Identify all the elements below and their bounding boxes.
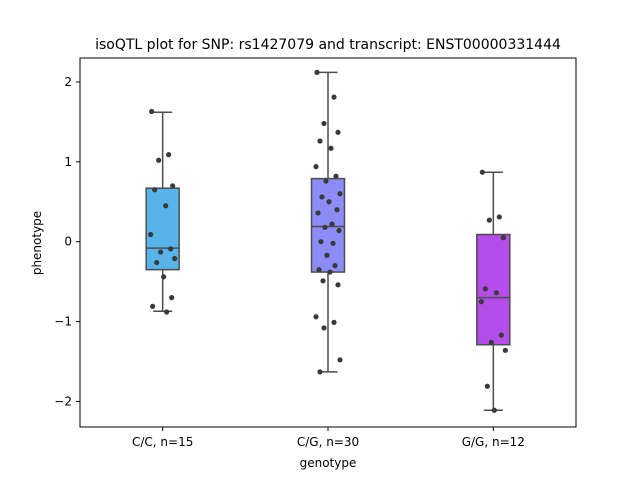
data-point [333, 173, 339, 179]
data-point [170, 183, 176, 189]
data-point [496, 214, 502, 220]
data-point [493, 290, 499, 296]
plot-area [145, 69, 511, 413]
data-point [332, 263, 338, 269]
data-point [337, 191, 343, 197]
data-point [152, 187, 158, 193]
data-point [502, 347, 508, 353]
data-point [334, 207, 340, 213]
data-point [337, 357, 343, 363]
data-point [331, 319, 337, 325]
data-point [320, 278, 326, 284]
data-point [335, 282, 341, 288]
data-point [319, 194, 325, 200]
data-point [168, 246, 174, 252]
data-point [163, 203, 169, 209]
y-tick-label: 2 [64, 75, 72, 89]
data-point [335, 129, 341, 135]
data-point [479, 169, 485, 175]
data-point [330, 240, 336, 246]
data-point [161, 274, 167, 280]
data-point [500, 235, 506, 241]
data-point [331, 94, 337, 100]
x-axis: C/C, n=15 C/G, n=30 G/G, n=12 [132, 427, 525, 449]
data-point [314, 69, 320, 75]
data-point [316, 267, 322, 273]
box-group [145, 108, 180, 315]
data-point [172, 255, 178, 262]
data-point [317, 369, 323, 375]
data-point [169, 295, 175, 301]
data-point [329, 221, 335, 227]
x-tick-label: G/G, n=12 [462, 435, 525, 449]
y-tick-label: 1 [64, 155, 72, 169]
data-point [491, 407, 497, 413]
y-tick-label: −1 [54, 315, 72, 329]
y-tick-label: −2 [54, 394, 72, 408]
box-group [310, 69, 346, 375]
data-point [158, 249, 164, 255]
data-point [318, 239, 324, 245]
data-point [149, 108, 155, 115]
y-axis-label: phenotype [30, 211, 44, 275]
data-point [166, 152, 172, 158]
data-point [324, 252, 330, 258]
data-point [315, 210, 321, 216]
data-point [313, 164, 319, 170]
data-point [486, 217, 492, 223]
data-point [327, 269, 333, 275]
data-point [328, 145, 334, 151]
data-point [317, 138, 323, 144]
x-tick-label: C/C, n=15 [132, 435, 193, 449]
y-tick-label: 0 [64, 235, 72, 249]
box-group [476, 169, 511, 413]
data-point [484, 383, 490, 389]
data-point [336, 227, 342, 234]
data-point [313, 314, 319, 320]
data-point [150, 303, 156, 309]
data-point [148, 231, 154, 238]
y-axis: −2 −1 0 1 2 [54, 75, 80, 408]
data-point [323, 178, 329, 184]
data-point [321, 120, 327, 127]
data-point [488, 339, 494, 345]
data-point [154, 259, 160, 266]
data-point [164, 309, 170, 315]
data-point [156, 157, 162, 163]
chart-title: isoQTL plot for SNP: rs1427079 and trans… [95, 37, 561, 53]
data-point [321, 325, 327, 331]
data-point [478, 299, 484, 305]
data-point [322, 224, 328, 230]
x-tick-label: C/G, n=30 [297, 435, 359, 449]
iqr-box [476, 233, 511, 346]
data-point [498, 332, 504, 338]
data-point [482, 286, 488, 292]
data-point [326, 199, 332, 205]
x-axis-label: genotype [300, 456, 357, 470]
